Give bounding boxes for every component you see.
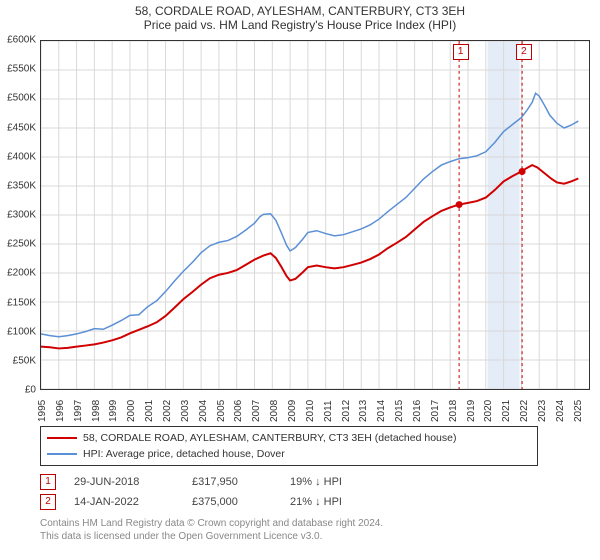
chart-area: £0£50K£100K£150K£200K£250K£300K£350K£400…: [40, 40, 590, 420]
y-tick-label: £100K: [0, 326, 36, 337]
event-delta: 19% ↓ HPI: [290, 476, 390, 488]
x-tick-label: 2010: [305, 400, 316, 422]
x-tick-label: 1995: [37, 400, 48, 422]
footer: Contains HM Land Registry data © Crown c…: [40, 518, 560, 543]
x-tick-label: 2004: [198, 400, 209, 422]
x-tick-label: 2001: [144, 400, 155, 422]
x-tick-label: 2007: [251, 400, 262, 422]
x-tick-label: 2014: [376, 400, 387, 422]
event-marker-box: 2: [40, 494, 56, 510]
x-tick-label: 2009: [287, 400, 298, 422]
legend: 58, CORDALE ROAD, AYLESHAM, CANTERBURY, …: [40, 426, 538, 466]
x-tick-label: 2016: [412, 400, 423, 422]
x-tick-label: 2022: [519, 400, 530, 422]
y-tick-label: £450K: [0, 122, 36, 133]
chart-marker-box: 1: [453, 44, 469, 60]
y-tick-label: £550K: [0, 64, 36, 75]
x-tick-label: 2021: [501, 400, 512, 422]
event-row: 2 14-JAN-2022 £375,000 21% ↓ HPI: [40, 492, 540, 512]
events-table: 1 29-JUN-2018 £317,950 19% ↓ HPI 2 14-JA…: [40, 472, 540, 512]
event-date: 29-JUN-2018: [74, 476, 174, 488]
x-tick-label: 2011: [323, 400, 334, 422]
x-tick-label: 2015: [394, 400, 405, 422]
title-sub: Price paid vs. HM Land Registry's House …: [0, 18, 600, 32]
event-price: £375,000: [192, 496, 272, 508]
x-tick-label: 1996: [55, 400, 66, 422]
x-tick-label: 1997: [73, 400, 84, 422]
event-delta: 21% ↓ HPI: [290, 496, 390, 508]
x-tick-label: 2006: [233, 400, 244, 422]
y-tick-label: £50K: [0, 355, 36, 366]
plot-border: [40, 40, 590, 390]
legend-label: 58, CORDALE ROAD, AYLESHAM, CANTERBURY, …: [83, 432, 456, 444]
y-tick-label: £0: [0, 385, 36, 396]
legend-swatch: [47, 453, 77, 455]
x-tick-label: 2019: [466, 400, 477, 422]
x-tick-label: 2017: [430, 400, 441, 422]
x-tick-label: 2002: [162, 400, 173, 422]
x-tick-label: 2024: [555, 400, 566, 422]
footer-line: This data is licensed under the Open Gov…: [40, 531, 560, 544]
x-tick-label: 2000: [126, 400, 137, 422]
y-tick-label: £500K: [0, 93, 36, 104]
chart-marker-box: 2: [516, 44, 532, 60]
y-tick-label: £400K: [0, 151, 36, 162]
title-main: 58, CORDALE ROAD, AYLESHAM, CANTERBURY, …: [0, 4, 600, 18]
y-tick-label: £250K: [0, 239, 36, 250]
x-tick-label: 2025: [573, 400, 584, 422]
chart-titles: 58, CORDALE ROAD, AYLESHAM, CANTERBURY, …: [0, 0, 600, 32]
x-tick-label: 1999: [108, 400, 119, 422]
event-row: 1 29-JUN-2018 £317,950 19% ↓ HPI: [40, 472, 540, 492]
y-tick-label: £150K: [0, 297, 36, 308]
x-tick-label: 2020: [483, 400, 494, 422]
x-tick-label: 2018: [448, 400, 459, 422]
y-tick-label: £350K: [0, 180, 36, 191]
legend-row: HPI: Average price, detached house, Dove…: [47, 446, 531, 462]
event-date: 14-JAN-2022: [74, 496, 174, 508]
x-tick-label: 2023: [537, 400, 548, 422]
legend-label: HPI: Average price, detached house, Dove…: [83, 448, 285, 460]
y-tick-label: £300K: [0, 210, 36, 221]
event-price: £317,950: [192, 476, 272, 488]
y-tick-label: £600K: [0, 35, 36, 46]
footer-line: Contains HM Land Registry data © Crown c…: [40, 518, 560, 531]
plot-svg: [41, 41, 589, 389]
y-tick-label: £200K: [0, 268, 36, 279]
x-tick-label: 2012: [341, 400, 352, 422]
legend-swatch: [47, 437, 77, 439]
x-tick-label: 2013: [358, 400, 369, 422]
legend-row: 58, CORDALE ROAD, AYLESHAM, CANTERBURY, …: [47, 430, 531, 446]
x-tick-label: 1998: [91, 400, 102, 422]
x-tick-label: 2003: [180, 400, 191, 422]
event-marker-box: 1: [40, 474, 56, 490]
x-tick-label: 2008: [269, 400, 280, 422]
x-tick-label: 2005: [216, 400, 227, 422]
